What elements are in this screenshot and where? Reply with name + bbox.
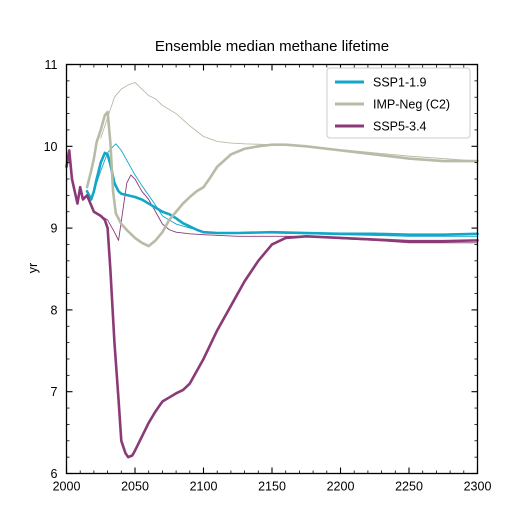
series-line-ssp5-3-4 (65, 149, 479, 459)
legend: SSP1-1.9 IMP-Neg (C2) SSP5-3.4 (326, 67, 471, 139)
series-line-ssp1-1-9 (85, 151, 479, 236)
y-tick-label: 6 (51, 467, 58, 481)
x-tick-label: 2150 (258, 480, 286, 494)
series-layer (65, 82, 479, 459)
y-axis-label: yr (26, 263, 40, 273)
x-tick-label: 2250 (395, 480, 423, 494)
x-tick-label: 2100 (190, 480, 218, 494)
x-tick-label: 2300 (464, 480, 492, 494)
y-tick-label: 9 (51, 222, 58, 236)
series-line-imp-neg-c2 (85, 110, 479, 248)
y-tick-label: 7 (51, 385, 58, 399)
plot-frame (65, 63, 479, 475)
tick-layer: 2000 2050 2100 2150 2200 2250 2300 6 7 8 9 10 11 (44, 58, 492, 494)
y-tick-label: 11 (45, 58, 58, 72)
legend-box (326, 67, 471, 139)
x-tick-label: 2000 (53, 480, 81, 494)
y-tick-label: 8 (51, 303, 58, 317)
x-tick-label: 2050 (121, 480, 149, 494)
legend-label-imp-neg-c2: IMP-Neg (C2) (373, 98, 450, 112)
x-tick-label: 2200 (327, 480, 355, 494)
y-tick-label: 10 (44, 140, 58, 154)
legend-label-ssp1-1-9: SSP1-1.9 (373, 76, 427, 90)
legend-label-ssp5-3-4: SSP5-3.4 (373, 120, 427, 134)
series-line-series-3-thin (93, 143, 478, 237)
chart-title: Ensemble median methane lifetime (155, 38, 389, 55)
